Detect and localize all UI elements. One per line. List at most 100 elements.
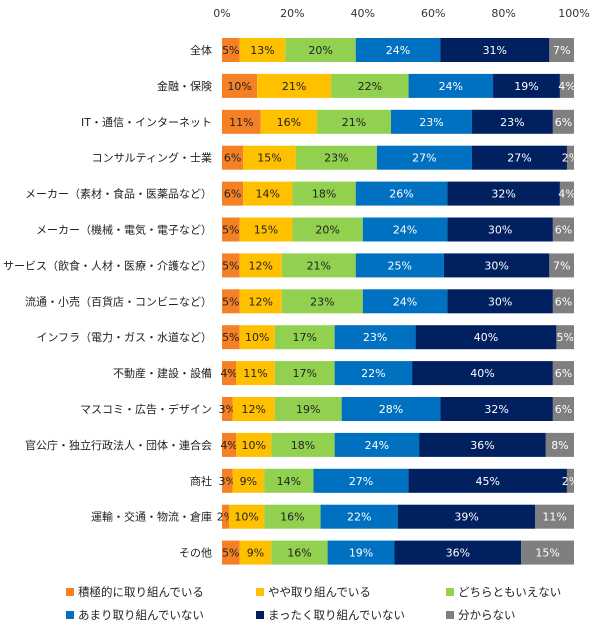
data-label: 9% bbox=[240, 475, 257, 488]
bar-segment bbox=[222, 361, 237, 386]
data-label: 9% bbox=[247, 547, 264, 560]
bar-segment bbox=[334, 325, 416, 350]
data-label: 16% bbox=[280, 511, 304, 524]
category-label: 商社 bbox=[190, 474, 212, 488]
bar-row: 官公庁・独立行政法人・団体・連合会 4% 10% 18% 24% 36% 8% bbox=[25, 432, 574, 457]
bar-segment bbox=[222, 217, 240, 242]
bar-segment bbox=[398, 504, 536, 529]
data-label: 21% bbox=[307, 259, 331, 272]
bar-row: 全体 5% 13% 20% 24% 31% 7% bbox=[190, 38, 574, 62]
data-label: 3% bbox=[219, 475, 236, 488]
data-label: 40% bbox=[470, 367, 494, 380]
legend-item: 分からない bbox=[446, 607, 516, 623]
bar-segment bbox=[447, 181, 560, 206]
bar-segment bbox=[549, 253, 574, 278]
bar-segment bbox=[222, 325, 240, 350]
legend-item: どちらともいえない bbox=[446, 584, 561, 600]
data-label: 36% bbox=[446, 547, 470, 560]
bar-segment bbox=[313, 468, 409, 493]
bar-segment bbox=[222, 38, 240, 62]
bar-segment bbox=[415, 325, 557, 350]
data-label: 16% bbox=[277, 116, 301, 129]
data-label: 18% bbox=[291, 439, 315, 452]
data-label: 12% bbox=[241, 403, 265, 416]
bar-segment bbox=[260, 109, 318, 134]
bar-segment bbox=[222, 540, 240, 565]
category-label: サービス（飲食・人材・医療・介護など） bbox=[3, 258, 212, 272]
legend-label: やや取り組んでいる bbox=[268, 585, 371, 599]
bar-segment bbox=[334, 432, 420, 457]
data-label: 4% bbox=[220, 367, 237, 380]
bar-segment bbox=[556, 325, 574, 350]
data-label: 14% bbox=[256, 188, 280, 201]
data-label: 19% bbox=[296, 403, 320, 416]
data-label: 20% bbox=[308, 44, 332, 57]
chart-rows: 全体 5% 13% 20% 24% 31% 7% 金融・保険 10% 21% 22% 24% 19% 4%… bbox=[3, 38, 579, 565]
category-label: 不動産・建設・設備 bbox=[113, 366, 212, 380]
data-label: 32% bbox=[491, 188, 515, 201]
data-label: 6% bbox=[555, 295, 572, 308]
legend-swatch bbox=[446, 588, 454, 596]
data-label: 22% bbox=[361, 367, 385, 380]
data-label: 17% bbox=[292, 331, 316, 344]
data-label: 27% bbox=[412, 152, 436, 165]
bar-segment bbox=[317, 109, 391, 134]
bar-segment bbox=[222, 253, 240, 278]
data-label: 8% bbox=[551, 439, 568, 452]
data-label: 30% bbox=[484, 259, 508, 272]
data-label: 5% bbox=[222, 224, 239, 237]
category-label: 金融・保険 bbox=[157, 79, 212, 93]
x-tick-label: 60% bbox=[421, 7, 445, 20]
bar-row: 商社 3% 9% 14% 27% 45% 2% bbox=[190, 468, 579, 493]
bar-segment bbox=[285, 38, 356, 62]
data-label: 32% bbox=[484, 403, 508, 416]
bar-segment bbox=[222, 504, 230, 529]
bar-row: マスコミ・広告・デザイン 3% 12% 19% 28% 32% 6% bbox=[80, 397, 574, 421]
data-label: 2% bbox=[562, 475, 579, 488]
x-tick-label: 80% bbox=[491, 7, 515, 20]
bar-segment bbox=[412, 361, 553, 386]
bar-row: その他 5% 9% 16% 19% 36% 15% bbox=[179, 540, 574, 565]
bar-segment bbox=[447, 217, 553, 242]
data-label: 10% bbox=[245, 331, 269, 344]
legend-swatch bbox=[66, 588, 74, 596]
data-label: 24% bbox=[393, 295, 417, 308]
data-label: 12% bbox=[248, 259, 272, 272]
data-label: 11% bbox=[542, 511, 566, 524]
data-label: 15% bbox=[257, 152, 281, 165]
legend-label: 積極的に取り組んでいる bbox=[78, 585, 204, 599]
bar-row: メーカー（素材・食品・医薬品など） 6% 14% 18% 26% 32% 4% bbox=[25, 181, 576, 206]
category-label: 運輸・交通・物流・倉庫 bbox=[91, 510, 212, 524]
bar-segment bbox=[447, 289, 553, 314]
bar-segment bbox=[264, 504, 321, 529]
bar-segment bbox=[327, 540, 395, 565]
bar-segment bbox=[394, 540, 522, 565]
bar-segment bbox=[239, 325, 275, 350]
bar-segment bbox=[566, 145, 574, 170]
stacked-bar-chart: 0% 20% 40% 60% 80% 100% 全体 5% 13% 20% 24% 31% 7% 金融・… bbox=[3, 7, 590, 565]
bar-segment bbox=[552, 397, 574, 421]
bar-segment bbox=[236, 432, 272, 457]
legend-item: あまり取り組んでいない bbox=[66, 607, 204, 623]
bar-row: IT・通信・インターネット 11% 16% 21% 23% 23% 6% bbox=[81, 109, 574, 134]
data-label: 30% bbox=[488, 295, 512, 308]
bar-segment bbox=[334, 361, 413, 386]
data-label: 15% bbox=[254, 224, 278, 237]
bar-segment bbox=[552, 289, 574, 314]
data-label: 20% bbox=[315, 224, 339, 237]
bar-segment bbox=[295, 145, 377, 170]
bar-row: 流通・小売（百貨店・コンビニなど） 5% 12% 23% 24% 30% 6% bbox=[25, 289, 574, 314]
category-label: 流通・小売（百貨店・コンビニなど） bbox=[25, 294, 212, 308]
bar-segment bbox=[362, 217, 448, 242]
bar-segment bbox=[292, 181, 356, 206]
data-label: 6% bbox=[555, 224, 572, 237]
bar-segment bbox=[376, 145, 472, 170]
bar-segment bbox=[257, 73, 332, 98]
data-label: 36% bbox=[470, 439, 494, 452]
bar-segment bbox=[229, 504, 265, 529]
bar-segment bbox=[274, 361, 335, 386]
bar-segment bbox=[355, 253, 444, 278]
data-label: 25% bbox=[388, 259, 412, 272]
bar-segment bbox=[271, 540, 328, 565]
bar-segment bbox=[271, 432, 335, 457]
